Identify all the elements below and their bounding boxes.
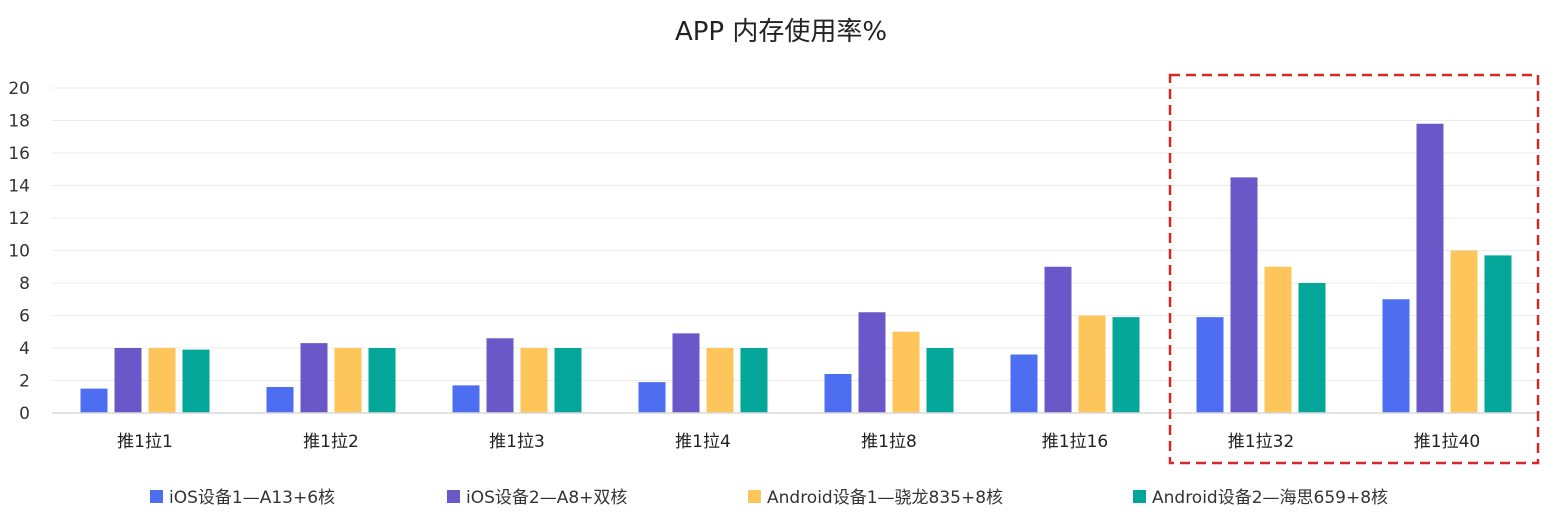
bar [824, 374, 852, 413]
legend-swatch [1133, 490, 1146, 503]
y-tick-label: 18 [8, 112, 30, 132]
highlight-box [1168, 73, 1540, 465]
legend-label: iOS设备2—A8+双核 [466, 488, 627, 508]
bar [334, 348, 362, 413]
x-category-label: 推1拉16 [1042, 432, 1108, 452]
bar [1112, 317, 1140, 413]
bar [368, 348, 396, 413]
legend-label: iOS设备1—A13+6核 [169, 488, 335, 508]
y-tick-label: 6 [19, 307, 30, 327]
y-tick-label: 0 [19, 404, 30, 424]
bar [1010, 354, 1038, 413]
bar [1450, 250, 1478, 413]
legend: iOS设备1—A13+6核 iOS设备2—A8+双核 Android设备1—骁龙83… [150, 488, 1388, 508]
y-axis-ticks: 0 2 4 6 8 10 12 14 16 18 20 [8, 79, 30, 424]
gridlines [52, 87, 1540, 381]
y-tick-label: 16 [8, 144, 30, 164]
bar [486, 338, 514, 413]
y-tick-label: 20 [8, 79, 30, 99]
bar [926, 348, 954, 413]
legend-item: iOS设备1—A13+6核 [150, 488, 335, 508]
bar [114, 348, 142, 413]
x-category-label: 推1拉3 [489, 432, 545, 452]
y-tick-label: 12 [8, 209, 30, 229]
legend-item: Android设备2—海思659+8核 [1133, 488, 1388, 508]
y-tick-label: 2 [19, 372, 30, 392]
legend-label: Android设备1—骁龙835+8核 [767, 488, 1003, 508]
legend-label: Android设备2—海思659+8核 [1152, 488, 1388, 508]
x-category-label: 推1拉8 [861, 432, 917, 452]
y-tick-label: 8 [19, 274, 30, 294]
bar [1078, 315, 1106, 413]
bar [892, 331, 920, 413]
bar [148, 348, 176, 413]
legend-item: iOS设备2—A8+双核 [447, 488, 627, 508]
bar [266, 387, 294, 413]
bars [80, 123, 1512, 413]
x-axis-categories: 推1拉1 推1拉2 推1拉3 推1拉4 推1拉8 推1拉16 推1拉32 推1拉40 [117, 432, 1480, 452]
bar [300, 343, 328, 413]
x-category-label: 推1拉40 [1414, 432, 1480, 452]
y-tick-label: 14 [8, 177, 30, 197]
highlight-annotation [1168, 73, 1540, 465]
bar [1264, 266, 1292, 413]
legend-swatch [447, 490, 460, 503]
bar [672, 333, 700, 413]
bar [1230, 177, 1258, 413]
bar [1382, 299, 1410, 413]
legend-swatch [748, 490, 761, 503]
bar [520, 348, 548, 413]
x-category-label: 推1拉4 [675, 432, 731, 452]
bar [452, 385, 480, 413]
bar [1484, 255, 1512, 413]
bar [80, 388, 108, 413]
y-tick-label: 4 [19, 339, 30, 359]
legend-swatch [150, 490, 163, 503]
bar [858, 312, 886, 413]
bar [1298, 283, 1326, 413]
bar [1416, 123, 1444, 413]
bar [1196, 317, 1224, 413]
x-category-label: 推1拉2 [303, 432, 359, 452]
bar [638, 382, 666, 413]
y-tick-label: 10 [8, 242, 30, 262]
bar [706, 348, 734, 413]
x-category-label: 推1拉32 [1228, 432, 1294, 452]
chart-title: APP 内存使用率% [675, 17, 887, 47]
bar [182, 349, 210, 413]
x-category-label: 推1拉1 [117, 432, 173, 452]
bar [1044, 266, 1072, 413]
bar [740, 348, 768, 413]
bar [554, 348, 582, 413]
legend-item: Android设备1—骁龙835+8核 [748, 488, 1003, 508]
